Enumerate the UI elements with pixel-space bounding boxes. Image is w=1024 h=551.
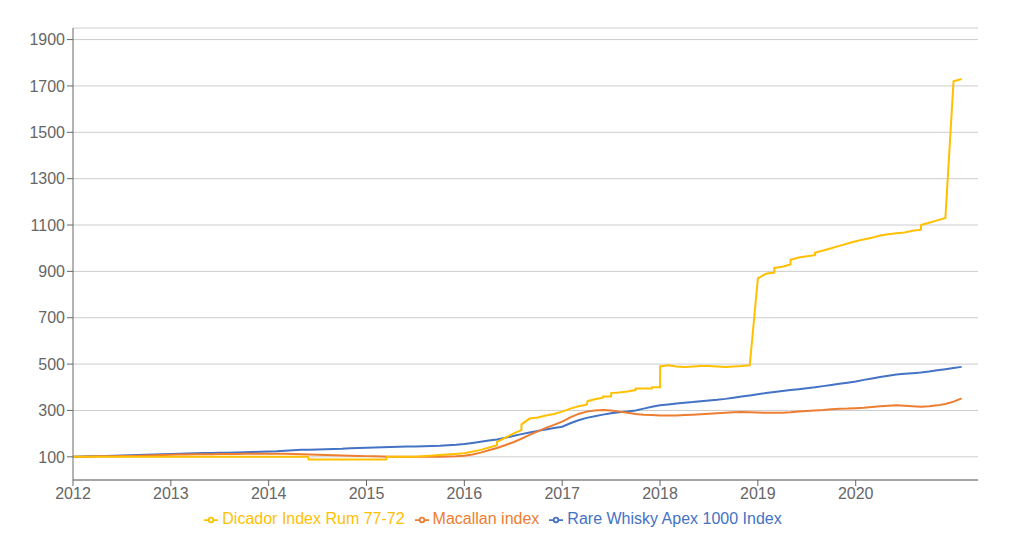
svg-text:1300: 1300 bbox=[29, 170, 65, 187]
svg-text:300: 300 bbox=[38, 402, 65, 419]
svg-text:2018: 2018 bbox=[642, 485, 678, 502]
html-text:Macallan index: Macallan index bbox=[432, 510, 540, 527]
svg-text:500: 500 bbox=[38, 356, 65, 373]
svg-text:2014: 2014 bbox=[251, 485, 287, 502]
svg-text:1500: 1500 bbox=[29, 124, 65, 141]
svg-text:2020: 2020 bbox=[838, 485, 874, 502]
svg-text:900: 900 bbox=[38, 263, 65, 280]
svg-text:2012: 2012 bbox=[55, 485, 91, 502]
svg-text:100: 100 bbox=[38, 449, 65, 466]
svg-text:2016: 2016 bbox=[447, 485, 483, 502]
svg-text:700: 700 bbox=[38, 309, 65, 326]
svg-text:2015: 2015 bbox=[349, 485, 385, 502]
svg-text:2017: 2017 bbox=[544, 485, 580, 502]
svg-text:2019: 2019 bbox=[740, 485, 776, 502]
svg-text:1100: 1100 bbox=[31, 217, 66, 234]
svg-text:2013: 2013 bbox=[153, 485, 189, 502]
svg-text:1900: 1900 bbox=[29, 31, 65, 48]
html-text:Rare Whisky Apex 1000 Index: Rare Whisky Apex 1000 Index bbox=[567, 510, 782, 527]
html-text:Dicador Index Rum 77-72: Dicador Index Rum 77-72 bbox=[222, 510, 405, 527]
svg-text:1700: 1700 bbox=[29, 78, 65, 95]
